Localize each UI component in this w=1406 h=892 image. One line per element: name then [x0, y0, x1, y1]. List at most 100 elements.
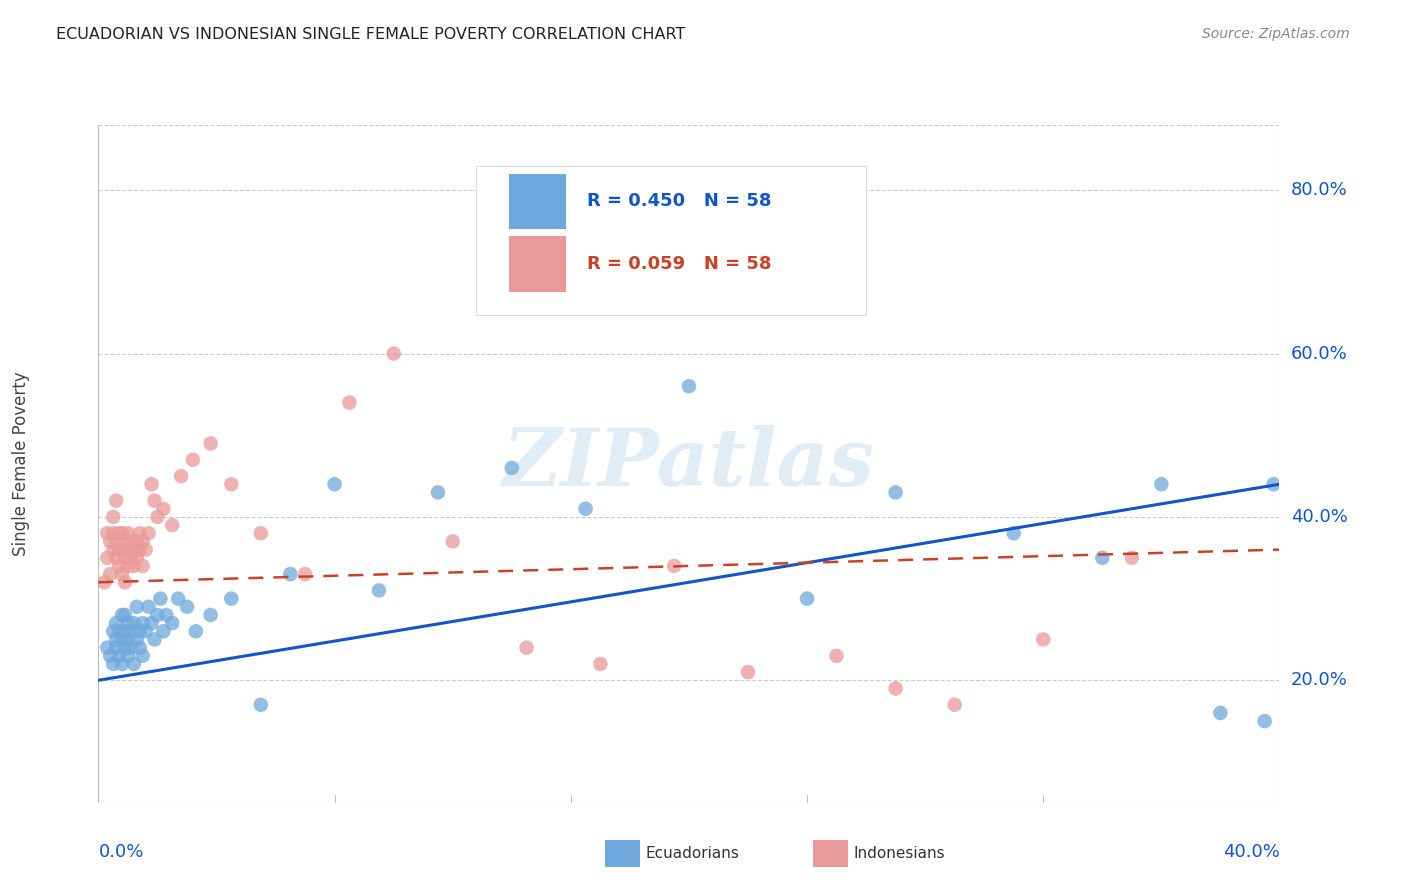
Point — [132, 648, 155, 663]
Point — [120, 550, 142, 565]
Point — [368, 583, 391, 598]
Point — [796, 591, 818, 606]
Text: Single Female Poverty: Single Female Poverty — [13, 372, 30, 556]
Point — [125, 534, 148, 549]
Point — [181, 452, 204, 467]
Point — [122, 616, 145, 631]
Point — [1032, 632, 1054, 647]
Point — [323, 477, 346, 491]
Point — [294, 567, 316, 582]
Point — [114, 640, 136, 655]
Text: 80.0%: 80.0% — [1291, 181, 1347, 199]
Point — [884, 681, 907, 696]
Point — [155, 607, 177, 622]
Point — [105, 616, 128, 631]
Point — [98, 648, 121, 663]
Point — [1209, 706, 1232, 720]
Point — [1091, 550, 1114, 565]
Point — [125, 550, 148, 565]
Point — [111, 567, 134, 582]
Point — [108, 526, 131, 541]
Bar — [509, 236, 567, 292]
Point — [162, 518, 183, 533]
Point — [111, 632, 134, 647]
Bar — [509, 174, 567, 229]
Point — [501, 461, 523, 475]
Point — [146, 510, 169, 524]
Point — [111, 542, 134, 557]
Point — [146, 607, 169, 622]
Text: 40.0%: 40.0% — [1291, 508, 1347, 526]
Point — [103, 542, 125, 557]
Point — [108, 558, 131, 573]
Point — [250, 526, 273, 541]
Text: 60.0%: 60.0% — [1291, 344, 1347, 362]
Point — [382, 346, 405, 360]
Point — [737, 665, 759, 679]
Text: 20.0%: 20.0% — [1291, 672, 1347, 690]
Point — [162, 616, 183, 631]
Point — [122, 657, 145, 671]
Point — [111, 526, 134, 541]
Point — [117, 542, 139, 557]
Point — [664, 558, 686, 573]
Point — [96, 640, 118, 655]
Point — [120, 640, 142, 655]
Point — [114, 624, 136, 639]
Point — [138, 526, 160, 541]
Point — [135, 542, 157, 557]
Point — [441, 534, 464, 549]
Text: 40.0%: 40.0% — [1223, 843, 1279, 861]
Point — [825, 648, 848, 663]
Point — [143, 632, 166, 647]
Point — [117, 648, 139, 663]
Point — [200, 436, 222, 450]
Point — [184, 624, 207, 639]
Point — [105, 550, 128, 565]
Text: Ecuadorians: Ecuadorians — [645, 847, 740, 861]
Point — [111, 657, 134, 671]
Point — [108, 648, 131, 663]
Point — [120, 624, 142, 639]
Point — [143, 493, 166, 508]
Point — [200, 607, 222, 622]
Point — [149, 591, 172, 606]
Point — [103, 510, 125, 524]
Text: 0.0%: 0.0% — [98, 843, 143, 861]
Text: ECUADORIAN VS INDONESIAN SINGLE FEMALE POVERTY CORRELATION CHART: ECUADORIAN VS INDONESIAN SINGLE FEMALE P… — [56, 27, 686, 42]
Point — [98, 567, 121, 582]
Point — [117, 632, 139, 647]
Point — [884, 485, 907, 500]
Point — [943, 698, 966, 712]
Point — [515, 640, 537, 655]
Point — [1254, 714, 1277, 728]
Point — [219, 591, 242, 606]
Point — [141, 477, 163, 491]
Point — [114, 550, 136, 565]
Point — [117, 616, 139, 631]
Point — [122, 558, 145, 573]
Text: R = 0.059   N = 58: R = 0.059 N = 58 — [588, 255, 772, 273]
Point — [1121, 550, 1143, 565]
Point — [117, 526, 139, 541]
Point — [117, 558, 139, 573]
Text: Indonesians: Indonesians — [853, 847, 945, 861]
Point — [176, 599, 198, 614]
Point — [122, 542, 145, 557]
Point — [152, 624, 174, 639]
Point — [170, 469, 193, 483]
Point — [105, 632, 128, 647]
Point — [103, 526, 125, 541]
Point — [120, 534, 142, 549]
Point — [96, 550, 118, 565]
Point — [141, 616, 163, 631]
Point — [103, 624, 125, 639]
Point — [114, 607, 136, 622]
Text: R = 0.450   N = 58: R = 0.450 N = 58 — [588, 193, 772, 211]
Point — [574, 501, 596, 516]
Point — [98, 534, 121, 549]
Point — [96, 526, 118, 541]
Point — [1263, 477, 1285, 491]
Point — [128, 542, 150, 557]
Point — [1150, 477, 1173, 491]
